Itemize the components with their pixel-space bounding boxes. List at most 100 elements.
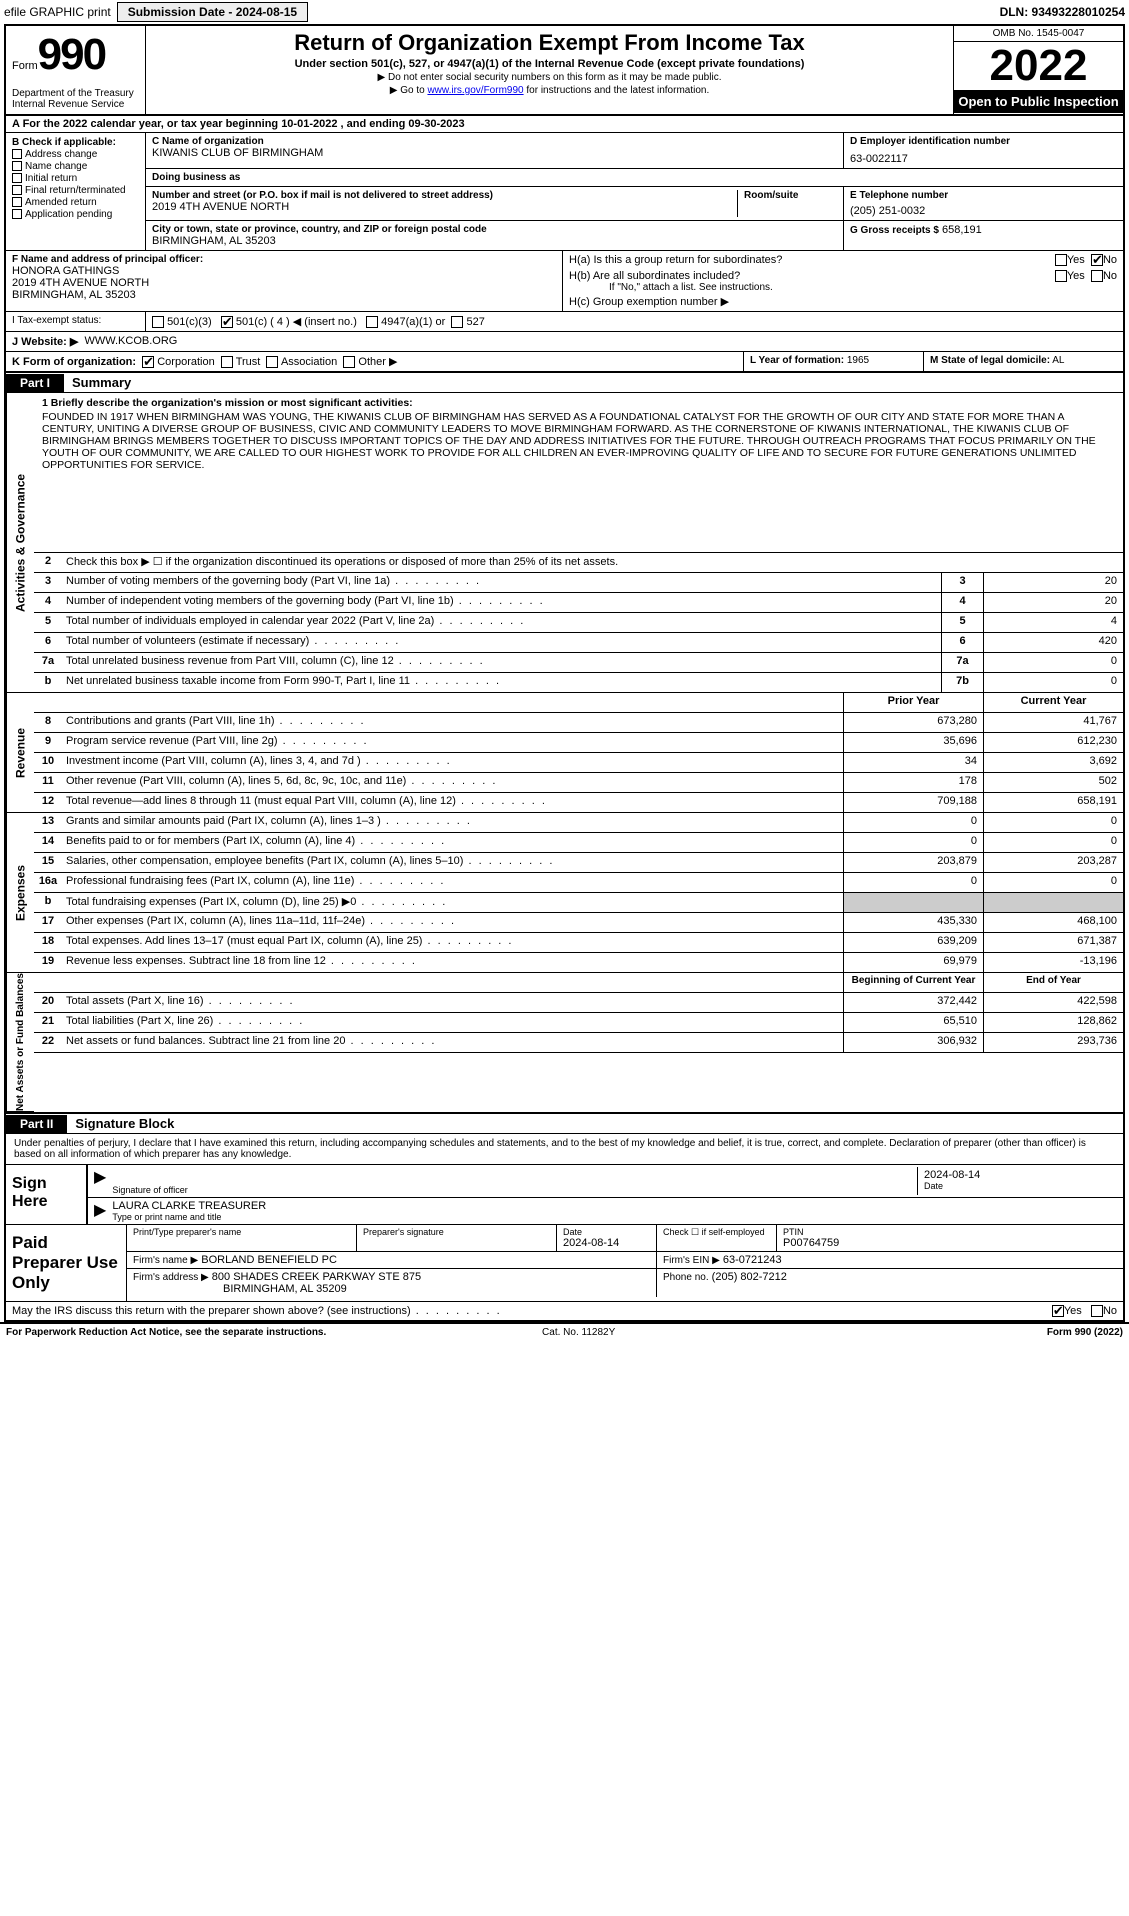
submission-date-btn[interactable]: Submission Date - 2024-08-15 bbox=[117, 2, 308, 22]
firm-name: BORLAND BENEFIELD PC bbox=[201, 1254, 337, 1266]
sig-date-lbl: Date bbox=[924, 1181, 1111, 1191]
prep-label: Paid Preparer Use Only bbox=[6, 1225, 126, 1301]
g-lbl: G Gross receipts $ bbox=[850, 225, 939, 236]
part1-bar: Part I Summary bbox=[6, 373, 1123, 393]
l-year: L Year of formation: 1965 bbox=[743, 352, 923, 371]
exp-row-b: bTotal fundraising expenses (Part IX, co… bbox=[34, 893, 1123, 913]
line-2: 2 Check this box ▶ ☐ if the organization… bbox=[34, 553, 1123, 573]
addr-value: 2019 4TH AVENUE NORTH bbox=[152, 201, 737, 213]
footer-right: Form 990 (2022) bbox=[1047, 1327, 1123, 1338]
prep-h5: PTIN bbox=[783, 1227, 1117, 1237]
l-val: 1965 bbox=[847, 355, 869, 366]
sub3-post: for instructions and the latest informat… bbox=[524, 85, 710, 96]
mission-block: 1 Briefly describe the organization's mi… bbox=[34, 393, 1123, 553]
tax-year: 2022 bbox=[954, 42, 1123, 90]
chk-final[interactable]: Final return/terminated bbox=[12, 185, 139, 196]
line2-text: Check this box ▶ ☐ if the organization d… bbox=[62, 553, 1123, 572]
chk-address[interactable]: Address change bbox=[12, 149, 139, 160]
city-value: BIRMINGHAM, AL 35203 bbox=[152, 235, 837, 247]
chk-501c4[interactable]: 501(c) ( 4 ) ◀ (insert no.) bbox=[221, 316, 357, 328]
arrow-icon: ▶ bbox=[94, 1167, 106, 1195]
header-mid: Return of Organization Exempt From Incom… bbox=[146, 26, 953, 114]
chk-initial[interactable]: Initial return bbox=[12, 173, 139, 184]
sig-date: 2024-08-14 bbox=[924, 1169, 1111, 1181]
chk-527[interactable]: 527 bbox=[451, 316, 484, 328]
k-assoc[interactable]: Association bbox=[266, 356, 337, 368]
top-bar: efile GRAPHIC print Submission Date - 20… bbox=[0, 0, 1129, 24]
i-label-cell: I Tax-exempt status: bbox=[6, 312, 146, 331]
phone-value: (205) 251-0032 bbox=[850, 205, 1117, 217]
j-lbl: J Website: ▶ bbox=[12, 335, 78, 348]
ha-no[interactable]: No bbox=[1091, 254, 1117, 266]
g-gross-cell: G Gross receipts $ 658,191 bbox=[843, 221, 1123, 250]
ptin: P00764759 bbox=[783, 1237, 1117, 1249]
side-exp: Expenses bbox=[6, 813, 34, 973]
m-val: AL bbox=[1052, 355, 1064, 366]
k-corp[interactable]: Corporation bbox=[142, 356, 215, 368]
firm-addr1: 800 SHADES CREEK PARKWAY STE 875 bbox=[212, 1271, 421, 1283]
chk-amended[interactable]: Amended return bbox=[12, 197, 139, 208]
firm-addr-lbl: Firm's address ▶ bbox=[133, 1272, 209, 1283]
hb-yes[interactable]: Yes bbox=[1055, 270, 1085, 282]
irs-link[interactable]: www.irs.gov/Form990 bbox=[427, 85, 523, 96]
rev-hdr: Prior Year Current Year bbox=[34, 693, 1123, 713]
na-row-20: 20Total assets (Part X, line 16)372,4424… bbox=[34, 993, 1123, 1013]
chk-501c3[interactable]: 501(c)(3) bbox=[152, 316, 212, 328]
gross-receipts: 658,191 bbox=[942, 224, 982, 236]
current-year-hdr: Current Year bbox=[983, 693, 1123, 712]
h-group: H(a) Is this a group return for subordin… bbox=[563, 251, 1123, 311]
dept-label: Department of the Treasury Internal Reve… bbox=[12, 88, 139, 110]
prep-h4[interactable]: Check ☐ if self-employed bbox=[657, 1225, 777, 1251]
prep-date: 2024-08-14 bbox=[563, 1237, 650, 1249]
form-subtitle-3: ▶ Go to www.irs.gov/Form990 for instruct… bbox=[156, 85, 943, 96]
side-gov: Activities & Governance bbox=[6, 393, 34, 693]
form-num-990: 990 bbox=[38, 30, 105, 79]
i-options: 501(c)(3) 501(c) ( 4 ) ◀ (insert no.) 49… bbox=[146, 312, 1123, 331]
col-b-checkboxes: B Check if applicable: Address change Na… bbox=[6, 133, 146, 250]
part1-title: Summary bbox=[64, 373, 139, 392]
chk-pending[interactable]: Application pending bbox=[12, 209, 139, 220]
sign-here-label: Sign Here bbox=[6, 1165, 86, 1224]
chk-name[interactable]: Name change bbox=[12, 161, 139, 172]
d-lbl: D Employer identification number bbox=[850, 136, 1117, 147]
k-form-org: K Form of organization: Corporation Trus… bbox=[6, 352, 743, 371]
k-other[interactable]: Other ▶ bbox=[343, 356, 397, 368]
form-header: Form990 Department of the Treasury Inter… bbox=[6, 26, 1123, 116]
ha-yes[interactable]: Yes bbox=[1055, 254, 1085, 266]
exp-row-14: 14Benefits paid to or for members (Part … bbox=[34, 833, 1123, 853]
col-cd: C Name of organization KIWANIS CLUB OF B… bbox=[146, 133, 1123, 250]
f-lbl: F Name and address of principal officer: bbox=[12, 254, 556, 265]
discuss-no[interactable]: No bbox=[1091, 1305, 1117, 1317]
addr-lbl: Number and street (or P.O. box if mail i… bbox=[152, 190, 737, 201]
eoy-hdr: End of Year bbox=[983, 973, 1123, 992]
k-trust[interactable]: Trust bbox=[221, 356, 261, 368]
i-lbl: I Tax-exempt status: bbox=[12, 315, 101, 326]
dba-cell: Doing business as bbox=[146, 169, 843, 186]
gov-row-5: 5Total number of individuals employed in… bbox=[34, 613, 1123, 633]
m-state: M State of legal domicile: AL bbox=[923, 352, 1123, 371]
side-rev: Revenue bbox=[6, 693, 34, 813]
preparer-row: Paid Preparer Use Only Print/Type prepar… bbox=[6, 1224, 1123, 1301]
gov-row-4: 4Number of independent voting members of… bbox=[34, 593, 1123, 613]
discuss-yes[interactable]: Yes bbox=[1052, 1305, 1082, 1317]
hb-no[interactable]: No bbox=[1091, 270, 1117, 282]
gov-row-3: 3Number of voting members of the governi… bbox=[34, 573, 1123, 593]
city-cell: City or town, state or province, country… bbox=[146, 221, 843, 250]
chk-4947[interactable]: 4947(a)(1) or bbox=[366, 316, 445, 328]
line-a: A For the 2022 calendar year, or tax yea… bbox=[6, 116, 1123, 133]
omb-number: OMB No. 1545-0047 bbox=[954, 26, 1123, 42]
d-ein-cell: D Employer identification number 63-0022… bbox=[843, 133, 1123, 168]
part2-title: Signature Block bbox=[67, 1114, 182, 1133]
form-subtitle-2: ▶ Do not enter social security numbers o… bbox=[156, 72, 943, 83]
dba-lbl: Doing business as bbox=[152, 172, 837, 183]
col-b-label: B Check if applicable: bbox=[12, 137, 139, 148]
form-title: Return of Organization Exempt From Incom… bbox=[156, 30, 943, 56]
discuss-row: May the IRS discuss this return with the… bbox=[6, 1301, 1123, 1320]
gov-row-7a: 7aTotal unrelated business revenue from … bbox=[34, 653, 1123, 673]
d-blank bbox=[843, 169, 1123, 186]
rev-row-11: 11Other revenue (Part VIII, column (A), … bbox=[34, 773, 1123, 793]
part2-hdr: Part II bbox=[6, 1115, 67, 1133]
firm-phone: (205) 802-7212 bbox=[712, 1271, 787, 1283]
open-public: Open to Public Inspection bbox=[954, 90, 1123, 113]
rev-row-12: 12Total revenue—add lines 8 through 11 (… bbox=[34, 793, 1123, 813]
